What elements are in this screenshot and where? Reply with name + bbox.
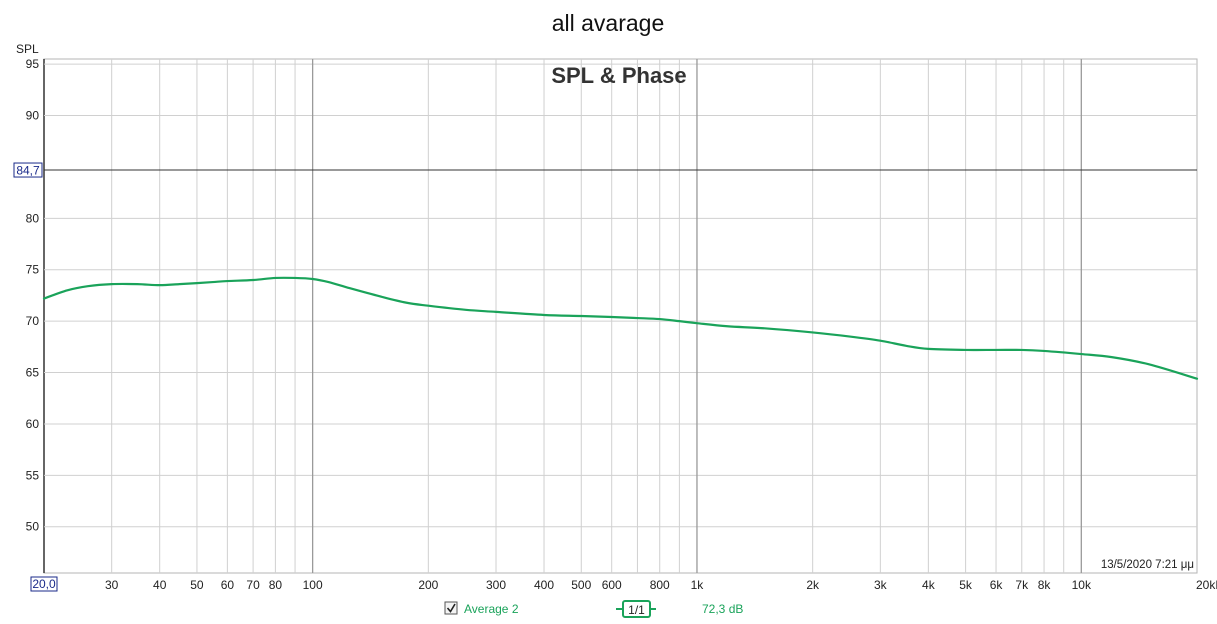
checkmark-icon (446, 603, 456, 613)
plot-frame (43, 58, 1198, 574)
minor-gridlines (44, 59, 1197, 573)
x-tick-label: 100 (303, 578, 323, 592)
x-tick-label: 3k (874, 578, 888, 592)
legend-value: 72,3 dB (702, 602, 743, 616)
x-tick-label: 60 (221, 578, 235, 592)
cursor-x-label-box[interactable] (30, 576, 58, 592)
x-tick-label: 800 (650, 578, 670, 592)
y-tick-label: 70 (26, 314, 40, 328)
x-tick-labels: 30 40 50 60 70 80 100 200 300 400 500 600 800 1k 2k 3k 4… (105, 578, 1217, 592)
y-tick-label: 55 (26, 468, 40, 482)
x-tick-label: 2k (806, 578, 820, 592)
x-tick-label: 500 (571, 578, 591, 592)
page-title: all avarage (552, 10, 665, 36)
cursor-y-label: 84,7 (16, 164, 40, 178)
y-axis-label: SPL (16, 42, 39, 56)
legend-checkbox[interactable] (444, 601, 458, 615)
x-tick-label: 40 (153, 578, 167, 592)
x-tick-label: 200 (418, 578, 438, 592)
x-tick-label: 8k (1038, 578, 1052, 592)
y-tick-label: 90 (26, 109, 40, 123)
x-tick-label: 80 (269, 578, 283, 592)
x-tick-label: 70 (246, 578, 260, 592)
x-tick-label: 30 (105, 578, 119, 592)
x-tick-label: 5k (959, 578, 973, 592)
series-line-average-2 (42, 276, 1199, 380)
cursor-x-label: 20,0 (32, 577, 56, 591)
chart-title: SPL & Phase (551, 63, 686, 88)
legend: Average 2 1/1 72,3 dB (444, 600, 743, 618)
x-tick-label: 300 (486, 578, 506, 592)
timestamp-background (1090, 555, 1196, 571)
y-tick-label: 50 (26, 520, 40, 534)
x-tick-label: 4k (922, 578, 936, 592)
x-tick-label: 10k (1072, 578, 1092, 592)
y-tick-label: 75 (26, 263, 40, 277)
y-tick-labels: 95 90 80 75 70 65 60 55 50 (26, 57, 40, 534)
x-tick-label: 6k (990, 578, 1004, 592)
x-tick-label: 400 (534, 578, 554, 592)
x-tick-label: 1k (691, 578, 705, 592)
x-tick-label: 20kHz (1196, 578, 1217, 592)
x-tick-label: 7k (1015, 578, 1029, 592)
y-tick-label: 60 (26, 417, 40, 431)
x-tick-label: 50 (190, 578, 204, 592)
y-tick-label: 65 (26, 366, 40, 380)
major-gridlines (311, 59, 1082, 573)
legend-series-name[interactable]: Average 2 (464, 602, 519, 616)
x-tick-label: 600 (602, 578, 622, 592)
smoothing-label: 1/1 (628, 603, 645, 617)
y-tick-label: 80 (26, 211, 40, 225)
cursor-y-label-box[interactable] (13, 162, 43, 178)
timestamp: 13/5/2020 7:21 μμ (1101, 559, 1194, 571)
y-tick-label: 95 (26, 57, 40, 71)
smoothing-indicator[interactable]: 1/1 (616, 600, 656, 618)
